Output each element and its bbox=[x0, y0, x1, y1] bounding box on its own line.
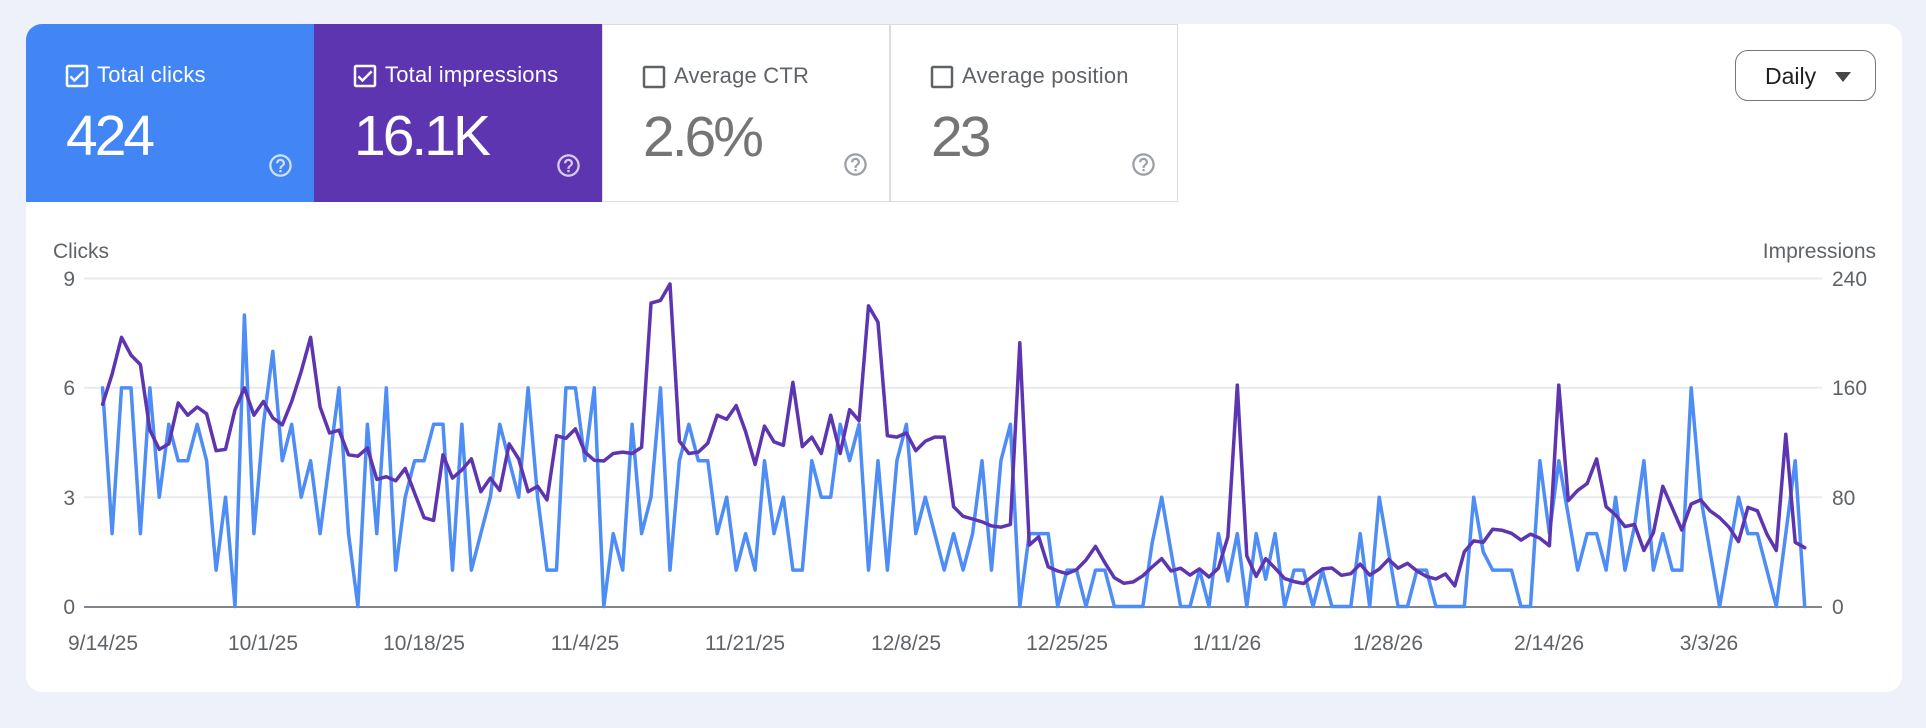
svg-text:Clicks: Clicks bbox=[53, 240, 109, 263]
svg-text:6: 6 bbox=[63, 377, 75, 400]
svg-text:Impressions: Impressions bbox=[1763, 240, 1876, 263]
svg-text:80: 80 bbox=[1832, 487, 1855, 510]
svg-text:2/14/26: 2/14/26 bbox=[1514, 632, 1584, 655]
svg-text:3/3/26: 3/3/26 bbox=[1680, 632, 1738, 655]
svg-text:10/18/25: 10/18/25 bbox=[383, 632, 465, 655]
svg-text:9/14/25: 9/14/25 bbox=[68, 632, 138, 655]
svg-text:11/4/25: 11/4/25 bbox=[551, 632, 620, 655]
svg-text:9: 9 bbox=[63, 268, 75, 291]
svg-text:11/21/25: 11/21/25 bbox=[705, 632, 785, 655]
svg-text:160: 160 bbox=[1832, 377, 1867, 400]
svg-text:3: 3 bbox=[63, 487, 75, 510]
svg-text:12/8/25: 12/8/25 bbox=[871, 632, 941, 655]
svg-text:1/11/26: 1/11/26 bbox=[1193, 632, 1262, 655]
svg-text:10/1/25: 10/1/25 bbox=[228, 632, 298, 655]
svg-text:0: 0 bbox=[1832, 596, 1844, 619]
svg-text:0: 0 bbox=[63, 596, 75, 619]
svg-text:240: 240 bbox=[1832, 268, 1867, 291]
svg-text:12/25/25: 12/25/25 bbox=[1026, 632, 1108, 655]
svg-text:1/28/26: 1/28/26 bbox=[1353, 632, 1423, 655]
